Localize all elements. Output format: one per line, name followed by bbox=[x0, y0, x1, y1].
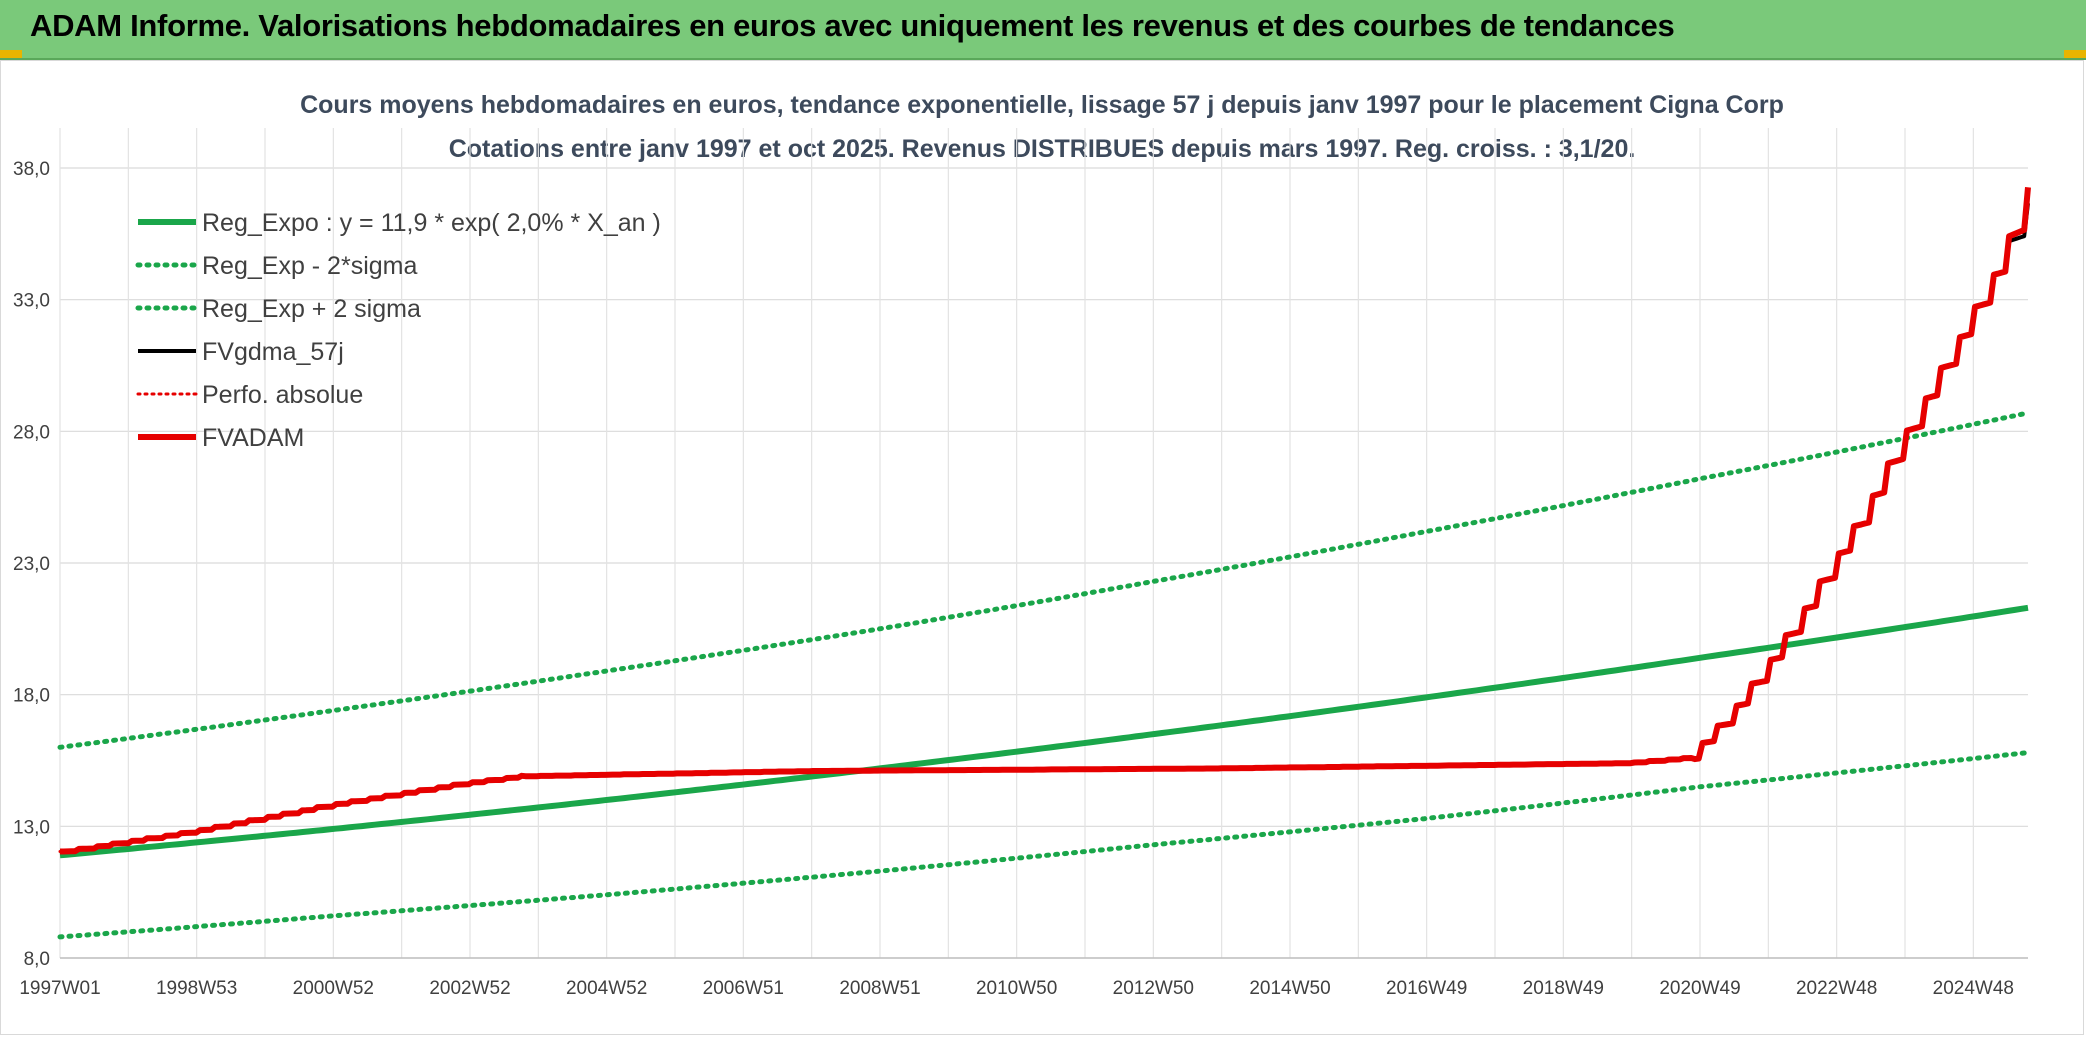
x-tick-label: 2014W50 bbox=[1249, 978, 1330, 999]
gridlines bbox=[59, 128, 2028, 959]
x-tick-label: 2000W52 bbox=[293, 978, 374, 999]
x-tick-label: 1997W01 bbox=[19, 978, 100, 999]
legend-label: FVADAM bbox=[202, 424, 304, 452]
y-tick-label: 18,0 bbox=[13, 686, 50, 707]
legend-label: Reg_Exp + 2 sigma bbox=[202, 295, 421, 323]
perfo-absolue-line bbox=[58, 185, 2030, 853]
regression-line bbox=[59, 604, 2029, 859]
regression-upper-band bbox=[57, 410, 2031, 750]
axis-labels: 8,0 13,0 18,0 23,0 28,0 33,0 38,0 1997W01 1998W5… bbox=[13, 159, 2028, 999]
y-tick-label: 33,0 bbox=[13, 291, 50, 312]
chart-title-line2: Cotations entre janv 1997 et oct 2025. R… bbox=[449, 135, 1636, 163]
fvadam-line bbox=[60, 187, 2031, 855]
y-tick-label: 13,0 bbox=[13, 817, 50, 838]
x-tick-label: 2008W51 bbox=[839, 978, 920, 999]
x-tick-label: 2004W52 bbox=[566, 978, 647, 999]
legend-label: Reg_Expo : y = 11,9 * exp( 2,0% * X_an ) bbox=[202, 209, 661, 237]
legend-label: Reg_Exp - 2*sigma bbox=[202, 252, 417, 280]
legend-label: FVgdma_57j bbox=[202, 338, 344, 366]
y-tick-label: 23,0 bbox=[13, 554, 50, 575]
x-tick-label: 2016W49 bbox=[1386, 978, 1467, 999]
legend: Reg_Expo : y = 11,9 * exp( 2,0% * X_an )… bbox=[135, 209, 661, 452]
x-tick-label: 2022W48 bbox=[1796, 978, 1877, 999]
x-tick-label: 2018W49 bbox=[1523, 978, 1604, 999]
regression-lower-band bbox=[57, 750, 2031, 940]
x-tick-label: 2020W49 bbox=[1659, 978, 1740, 999]
x-tick-label: 2024W48 bbox=[1933, 978, 2014, 999]
legend-label: Perfo. absolue bbox=[202, 381, 363, 409]
y-tick-label: 38,0 bbox=[13, 159, 50, 180]
y-tick-label: 8,0 bbox=[24, 949, 50, 970]
corner-accent-left bbox=[0, 50, 22, 58]
x-tick-label: 1998W53 bbox=[156, 978, 237, 999]
report-banner: ADAM Informe. Valorisations hebdomadaire… bbox=[0, 0, 2086, 60]
corner-accent-right bbox=[2064, 50, 2086, 58]
chart-frame bbox=[0, 60, 2084, 1035]
series-lines bbox=[57, 185, 2031, 940]
chart-title-line1: Cours moyens hebdomadaires en euros, ten… bbox=[300, 91, 1784, 119]
report-title: ADAM Informe. Valorisations hebdomadaire… bbox=[30, 8, 1675, 43]
y-tick-label: 28,0 bbox=[13, 422, 50, 443]
x-tick-label: 2012W50 bbox=[1113, 978, 1194, 999]
x-tick-label: 2002W52 bbox=[429, 978, 510, 999]
x-tick-label: 2006W51 bbox=[703, 978, 784, 999]
x-tick-label: 2010W50 bbox=[976, 978, 1057, 999]
